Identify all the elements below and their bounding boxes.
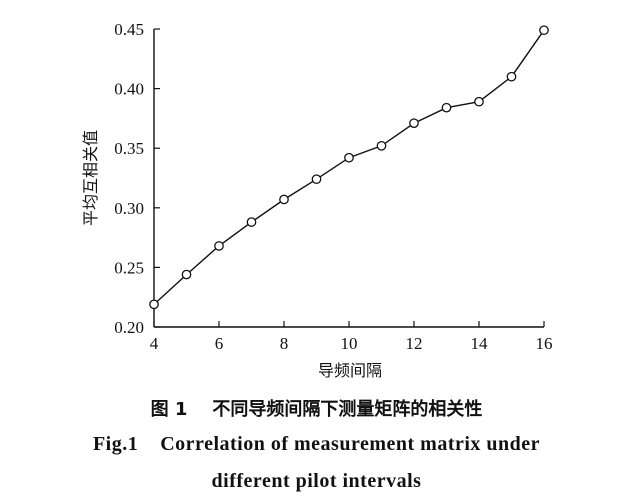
y-axis-ticks: 0.20 0.25 0.30 0.35 0.40 0.45 bbox=[114, 20, 160, 337]
data-point bbox=[344, 152, 354, 163]
y-tick-label: 0.40 bbox=[114, 80, 144, 99]
data-point bbox=[409, 118, 419, 129]
x-tick-label: 14 bbox=[471, 334, 489, 353]
y-tick-label: 0.20 bbox=[114, 318, 144, 337]
y-tick-label: 0.25 bbox=[114, 258, 144, 277]
data-point bbox=[279, 194, 289, 205]
data-point bbox=[474, 96, 484, 107]
x-tick-label: 10 bbox=[341, 334, 358, 353]
data-point bbox=[539, 25, 549, 36]
figure-caption-english-line1: Fig.1 Correlation of measurement matrix … bbox=[92, 433, 541, 455]
x-tick-label: 4 bbox=[150, 334, 159, 353]
data-point bbox=[149, 299, 159, 310]
x-tick-label: 16 bbox=[536, 334, 553, 353]
series-line bbox=[153, 29, 545, 305]
data-point bbox=[506, 71, 517, 82]
data-point bbox=[181, 269, 192, 280]
x-axis-label: 导频间隔 bbox=[318, 361, 382, 380]
y-tick-label: 0.45 bbox=[114, 20, 144, 39]
x-tick-label: 12 bbox=[406, 334, 423, 353]
figure-caption-chinese: 图 1 不同导频间隔下测量矩阵的相关性 bbox=[150, 399, 483, 420]
data-point bbox=[441, 102, 452, 113]
x-tick-label: 6 bbox=[215, 334, 224, 353]
data-point bbox=[214, 241, 224, 251]
axes bbox=[153, 29, 544, 328]
y-tick-label: 0.35 bbox=[114, 139, 144, 158]
data-points bbox=[149, 25, 549, 310]
x-axis-ticks: 4 6 8 10 12 14 16 bbox=[150, 321, 553, 353]
y-axis-label: 平均互相关值 bbox=[81, 130, 100, 226]
x-tick-label: 8 bbox=[280, 334, 289, 353]
data-point bbox=[311, 174, 322, 185]
y-tick-label: 0.30 bbox=[114, 199, 144, 218]
data-point bbox=[246, 217, 257, 227]
line-chart: 0.20 0.25 0.30 0.35 0.40 0.45 4 6 8 10 12 14 16 平均互… bbox=[81, 20, 553, 380]
data-point bbox=[376, 140, 387, 151]
figure-caption-english-line2: different pilot intervals bbox=[211, 470, 422, 492]
